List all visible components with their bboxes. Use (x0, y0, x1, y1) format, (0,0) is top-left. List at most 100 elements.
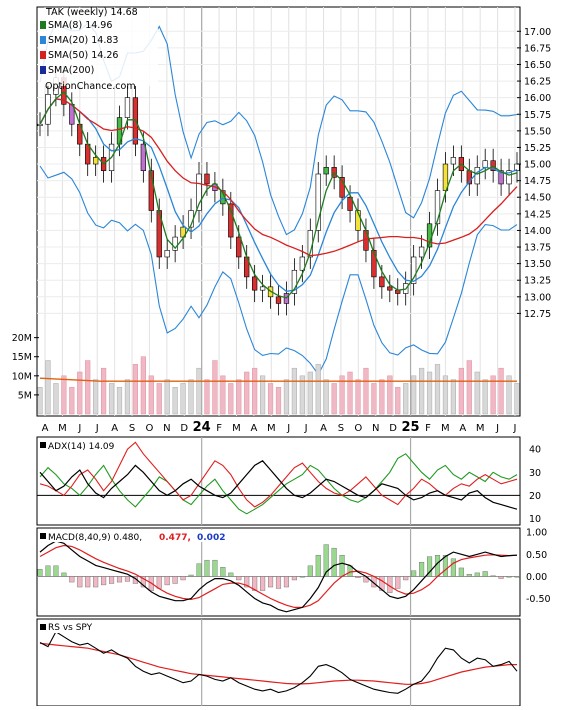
sma50-line (39, 98, 518, 257)
adx-panel-frame (36, 436, 521, 526)
plus-di-line (39, 453, 518, 515)
macd-histogram-bar (450, 558, 456, 577)
volume-bar (124, 379, 131, 415)
candle-body (236, 236, 242, 258)
candle-body (148, 170, 154, 211)
volume-bar (458, 367, 464, 415)
x-tick-label: A (111, 423, 118, 434)
volume-bar (283, 379, 290, 415)
volume-bar (379, 379, 385, 415)
volume-bar (307, 371, 313, 415)
macd-histogram-bar (180, 576, 186, 581)
volume-bar (93, 379, 99, 415)
macd-swatch (40, 533, 46, 539)
volume-bar (53, 383, 59, 415)
watermark-text: OptionChance.com (45, 81, 136, 92)
volume-bar (116, 387, 123, 415)
volume-bar (108, 383, 115, 415)
price-tick-label: 14.25 (524, 209, 551, 220)
volume-bar (490, 375, 496, 415)
volume-bar (69, 387, 75, 415)
candle-body (379, 276, 385, 288)
macd-histogram-bar (212, 559, 218, 577)
macd-histogram-bar (69, 576, 75, 583)
price-tick-label: 16.25 (524, 77, 551, 88)
sma20-line (39, 98, 518, 292)
legend-swatch-sma8 (40, 21, 46, 29)
candle-body (411, 256, 417, 284)
macd-histogram-bar (419, 562, 425, 577)
price-tick-label: 15.50 (524, 126, 551, 137)
legend-box (38, 8, 158, 86)
volume-bar (434, 364, 441, 415)
macd-histogram-bar (124, 576, 130, 582)
macd-histogram-bar (498, 576, 504, 579)
price-tick-label: 15.75 (524, 110, 551, 121)
volume-bar (339, 375, 345, 415)
adx-label: ADX(14) 14.09 (48, 442, 115, 452)
candle-body (124, 97, 131, 118)
adx-label-bg (39, 440, 119, 452)
bollinger-lower-line (39, 165, 518, 376)
legend-label-sma20: SMA(20) 14.83 (48, 35, 118, 46)
volume-bar (498, 367, 504, 415)
volume-bar (172, 387, 178, 415)
volume-bar (236, 379, 242, 415)
volume-bar (387, 375, 393, 415)
macd-histogram-bar (355, 576, 361, 579)
legend-label-sma8: SMA(8) 14.96 (48, 20, 112, 31)
macd-histogram-bar (268, 576, 274, 588)
x-tick-label: O (146, 423, 154, 434)
volume-bar (85, 360, 91, 415)
macd-histogram-bar (403, 576, 409, 581)
macd-tick-label: 0.00 (526, 572, 547, 583)
rs-swatch (40, 624, 46, 630)
volume-bar (347, 371, 353, 415)
macd-histogram-bar (490, 575, 496, 577)
candle-body (323, 167, 329, 175)
price-tick-label: 12.75 (524, 309, 551, 320)
legend-label-sma200: SMA(200) (48, 65, 94, 76)
macd-panel-frame (36, 527, 521, 617)
candle-body (93, 157, 99, 165)
price-tick-label: 13.00 (524, 292, 551, 303)
macd-histogram-bar (188, 574, 194, 577)
volume-bar (61, 375, 67, 415)
price-tick-label: 13.50 (524, 259, 551, 270)
candle-body (387, 286, 393, 291)
macd-histogram-bar (427, 556, 433, 577)
volume-bar (411, 375, 417, 415)
x-tick-label: A (459, 423, 466, 434)
volume-bar (275, 387, 282, 415)
macd-histogram-bar (474, 572, 480, 577)
x-tick-label: J (95, 423, 99, 434)
macd-histogram-bar (77, 576, 83, 588)
x-tick-label: J (495, 423, 499, 434)
volume-bar (482, 379, 488, 415)
x-tick-label: 25 (402, 420, 420, 435)
adx-tick-label: 30 (529, 468, 541, 479)
macd-histogram-bar (37, 569, 43, 577)
candle-body (37, 123, 43, 127)
adx-tick-label: 20 (529, 491, 541, 502)
volume-bar (77, 371, 83, 415)
adx-panel (37, 441, 520, 515)
volume-bar (466, 360, 472, 415)
price-tick-label: 16.75 (524, 43, 551, 54)
rs-label: RS vs SPY (48, 623, 93, 633)
adx-line (39, 460, 518, 510)
legend-swatch-sma200 (40, 66, 46, 74)
macd-histogram-bar (482, 571, 488, 577)
macd-histogram-bar (506, 576, 512, 578)
macd-line (39, 540, 518, 613)
macd-tick-label: 0.50 (526, 550, 547, 561)
sma8-line (39, 91, 518, 299)
macd-histogram-bar (442, 555, 448, 577)
volume-bar (331, 383, 337, 415)
volume-average-line (39, 377, 517, 382)
price-tick-label: 13.25 (524, 276, 551, 287)
volume-bar (101, 367, 107, 415)
adx-tick-label: 10 (529, 514, 541, 525)
macd-histogram-bar (172, 576, 178, 584)
volume-bar (132, 364, 138, 415)
